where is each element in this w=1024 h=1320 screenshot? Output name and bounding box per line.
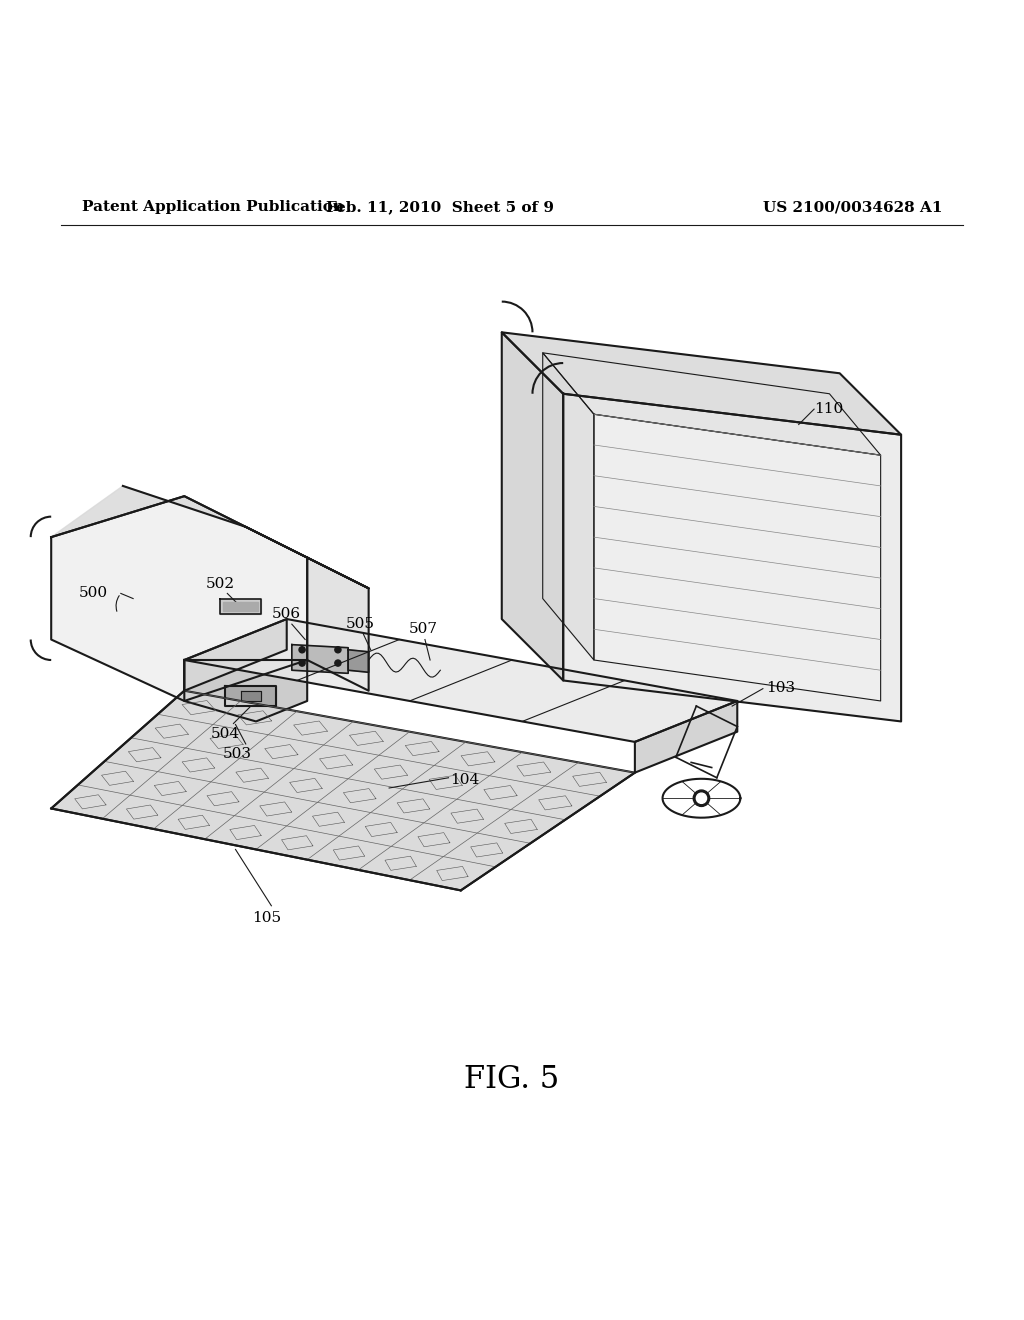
Circle shape (693, 791, 710, 807)
Polygon shape (184, 619, 287, 690)
Text: US 2100/0034628 A1: US 2100/0034628 A1 (763, 201, 942, 214)
Polygon shape (51, 486, 369, 589)
Polygon shape (225, 685, 276, 706)
Circle shape (299, 660, 305, 667)
Polygon shape (184, 619, 737, 742)
Circle shape (335, 660, 341, 667)
Polygon shape (220, 598, 261, 614)
Polygon shape (502, 333, 901, 434)
Circle shape (299, 647, 305, 653)
Text: 500: 500 (79, 586, 108, 601)
Polygon shape (635, 701, 737, 772)
Text: 504: 504 (211, 726, 240, 741)
Polygon shape (241, 690, 261, 701)
Text: 110: 110 (814, 403, 844, 416)
Text: 506: 506 (272, 607, 301, 622)
Circle shape (696, 793, 707, 804)
Text: FIG. 5: FIG. 5 (464, 1064, 560, 1096)
Polygon shape (51, 690, 635, 891)
Polygon shape (307, 557, 369, 690)
Polygon shape (502, 333, 563, 681)
Text: 103: 103 (766, 681, 795, 694)
Text: 507: 507 (409, 623, 437, 636)
Text: 505: 505 (346, 618, 375, 631)
Polygon shape (543, 352, 594, 660)
Text: 105: 105 (252, 911, 281, 925)
Polygon shape (184, 660, 307, 722)
Polygon shape (292, 644, 348, 673)
Polygon shape (348, 649, 369, 672)
Text: 104: 104 (451, 772, 480, 787)
Text: Patent Application Publication: Patent Application Publication (82, 201, 344, 214)
Text: 502: 502 (206, 577, 234, 591)
Text: Feb. 11, 2010  Sheet 5 of 9: Feb. 11, 2010 Sheet 5 of 9 (327, 201, 554, 214)
Circle shape (335, 647, 341, 653)
Polygon shape (51, 496, 307, 701)
Polygon shape (543, 352, 881, 455)
Polygon shape (563, 393, 901, 722)
Text: 503: 503 (223, 747, 252, 762)
Polygon shape (594, 414, 881, 701)
Bar (223, 602, 258, 611)
